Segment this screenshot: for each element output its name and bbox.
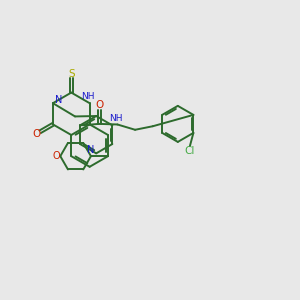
Text: Cl: Cl bbox=[185, 146, 195, 156]
Text: S: S bbox=[68, 69, 75, 79]
Text: O: O bbox=[33, 129, 41, 139]
Text: O: O bbox=[52, 151, 60, 161]
Text: NH: NH bbox=[109, 114, 123, 123]
Text: N: N bbox=[87, 145, 94, 155]
Text: N: N bbox=[55, 95, 62, 105]
Text: O: O bbox=[95, 100, 103, 110]
Text: NH: NH bbox=[81, 92, 95, 101]
